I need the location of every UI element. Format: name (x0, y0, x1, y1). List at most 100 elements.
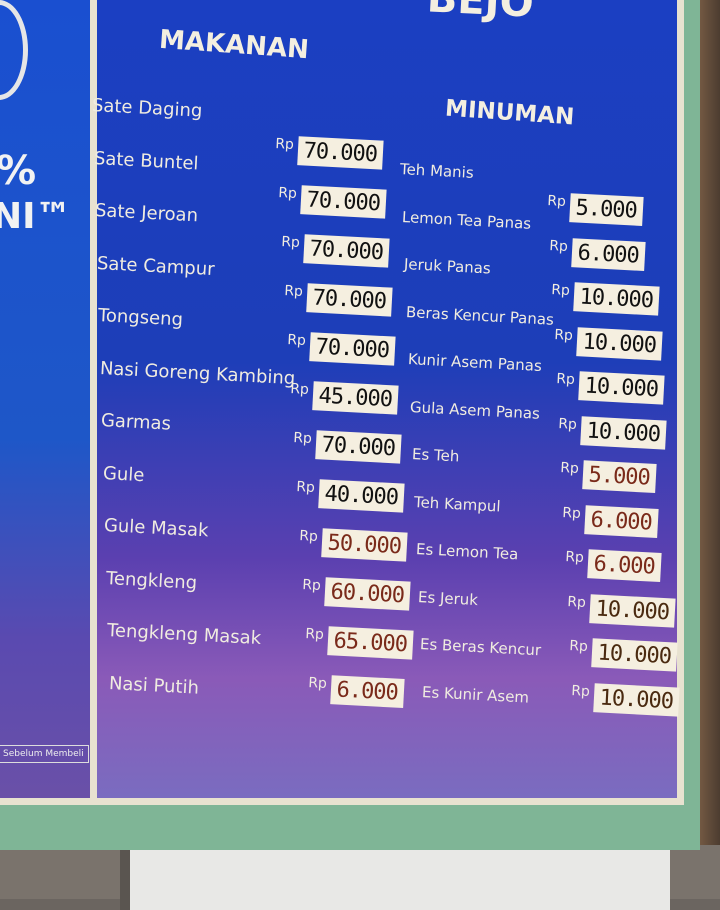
currency-label: Rp (286, 331, 307, 349)
price-value: 10.000 (579, 415, 667, 450)
currency-label: Rp (298, 527, 319, 545)
currency-label: Rp (557, 415, 578, 432)
price-value: 45.000 (311, 381, 399, 415)
currency-label: Rp (301, 576, 322, 594)
currency-label: Rp (307, 674, 328, 692)
price-tag: Rp 10.000 (570, 682, 680, 717)
price-tag: Rp 10.000 (553, 326, 663, 361)
price-tag: Rp 50.000 (298, 527, 408, 562)
price-tag: Rp 6.000 (307, 674, 405, 708)
price-value: 10.000 (575, 326, 663, 361)
menu-item-name: Teh Manis (399, 160, 475, 182)
currency-label: Rp (277, 184, 298, 202)
price-tag: Rp 45.000 (289, 380, 399, 415)
price-tag: Rp 70.000 (280, 233, 390, 268)
menu-item-name: Es Jeruk (417, 587, 479, 609)
menu-item-name: Sate Daging (91, 95, 203, 122)
price-tag: Rp 10.000 (551, 281, 661, 316)
currency-label: Rp (292, 429, 313, 447)
price-tag: Rp 60.000 (301, 576, 411, 611)
currency-label: Rp (280, 233, 301, 251)
price-value: 70.000 (302, 234, 390, 268)
menu-item-name: Sate Jeroan (94, 200, 199, 227)
currency-label: Rp (553, 326, 573, 343)
price-value: 70.000 (308, 332, 396, 366)
currency-label: Rp (555, 370, 576, 388)
logo-percent: % (0, 148, 37, 194)
price-value: 5.000 (568, 193, 644, 226)
price-value: 70.000 (305, 283, 393, 317)
price-tag: Rp 70.000 (274, 135, 384, 170)
menu-item-name: Es Kunir Asem (421, 682, 530, 707)
price-tag: Rp 70.000 (292, 429, 402, 464)
menu-item-name: Nasi Goreng Kambing (98, 357, 296, 389)
currency-label: Rp (549, 237, 569, 254)
menu-board: % NI™ Sebelum Membeli BEJO MAKANAN MINUM… (0, 0, 684, 805)
minuman-title: MINUMAN (444, 95, 576, 131)
price-tag: Rp 40.000 (295, 478, 405, 513)
menu-item-name: Tengkleng (104, 567, 198, 594)
price-value: 50.000 (320, 528, 408, 562)
menu-item-name: Garmas (100, 410, 172, 435)
menu-item-name: Kunir Asem Panas (407, 350, 543, 375)
menu-item-name: Lemon Tea Panas (401, 207, 532, 233)
price-tag: Rp 5.000 (546, 192, 644, 226)
price-value: 10.000 (593, 682, 680, 717)
menu-item-name: Es Teh (411, 445, 460, 466)
price-value: 10.000 (573, 282, 661, 316)
menu-item-name: Sate Buntel (92, 147, 199, 174)
menu-item-name: Gule (101, 462, 145, 486)
menu-item-name: Teh Kampul (413, 492, 502, 516)
price-value: 60.000 (323, 577, 411, 611)
currency-label: Rp (562, 504, 582, 521)
price-value: 10.000 (577, 371, 665, 405)
price-tag: Rp 10.000 (568, 637, 678, 672)
left-ad-panel: % NI™ Sebelum Membeli (0, 0, 90, 798)
price-tag: Rp 5.000 (559, 459, 657, 493)
price-value: 10.000 (590, 638, 678, 672)
menu-item-name: Gula Asem Panas (409, 397, 541, 423)
price-tag: Rp 10.000 (566, 593, 676, 628)
currency-label: Rp (571, 682, 591, 699)
currency-label: Rp (546, 192, 567, 210)
currency-label: Rp (304, 625, 325, 643)
price-value: 70.000 (314, 430, 402, 464)
menu-item-name: Es Lemon Tea (415, 540, 519, 564)
brand-title: BEJO (425, 0, 535, 27)
makanan-title: MAKANAN (158, 24, 310, 66)
note-label: Sebelum Membeli (0, 745, 89, 763)
menu-item-name: Tongseng (97, 305, 184, 331)
currency-label: Rp (289, 380, 310, 398)
price-value: 6.000 (571, 237, 646, 271)
menu-item-name: Tengkleng Masak (106, 620, 262, 650)
price-tag: Rp 70.000 (286, 331, 396, 366)
price-value: 40.000 (317, 479, 405, 513)
price-value: 70.000 (299, 185, 387, 219)
price-tag: Rp 65.000 (304, 625, 414, 660)
price-value: 70.000 (296, 136, 384, 170)
price-value: 65.000 (326, 626, 414, 660)
price-tag: Rp 6.000 (564, 548, 662, 582)
currency-label: Rp (568, 637, 589, 655)
price-tag: Rp 70.000 (283, 282, 393, 317)
price-value: 10.000 (588, 593, 676, 628)
currency-label: Rp (551, 281, 571, 299)
price-tag: Rp 10.000 (555, 370, 665, 405)
currency-label: Rp (564, 548, 584, 566)
price-tag: Rp 6.000 (562, 504, 659, 538)
price-value: 5.000 (582, 460, 657, 493)
menu-item-name: Nasi Putih (107, 672, 199, 699)
price-value: 6.000 (586, 549, 662, 582)
logo-ring (0, 0, 28, 100)
currency-label: Rp (295, 478, 316, 496)
price-tag: Rp 10.000 (557, 415, 667, 450)
menu-item-name: Gule Masak (103, 515, 209, 542)
menu-item-name: Es Beras Kencur (419, 635, 542, 660)
menu-item-name: Sate Campur (95, 252, 215, 280)
price-value: 6.000 (329, 675, 405, 708)
price-tag: Rp 70.000 (277, 184, 387, 219)
white-tray (120, 850, 670, 910)
price-tag: Rp 6.000 (548, 237, 646, 271)
menu-item-name: Beras Kencur Panas (405, 302, 555, 329)
currency-label: Rp (566, 593, 587, 610)
